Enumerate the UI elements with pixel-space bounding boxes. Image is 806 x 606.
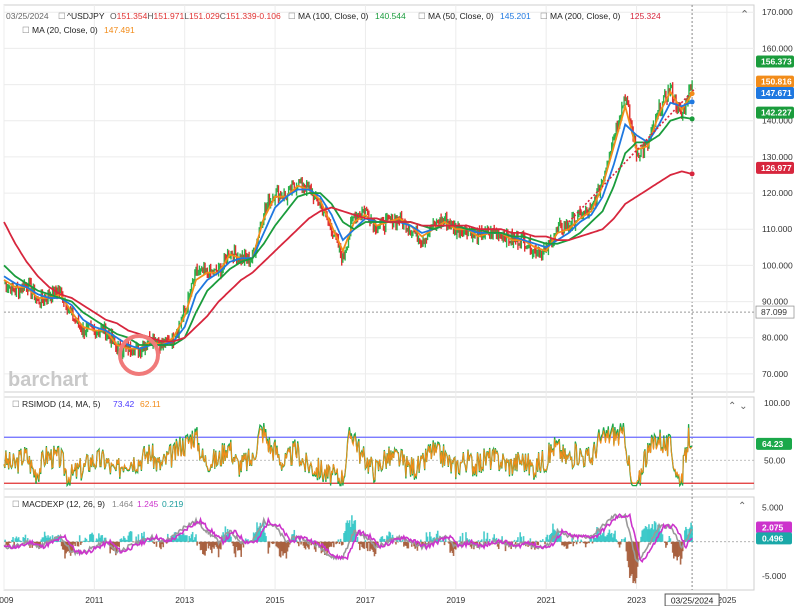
macd-badge [756, 521, 792, 534]
price-badge [756, 106, 794, 119]
trend-line [568, 87, 696, 223]
price-badge-label: 142.227 [761, 108, 792, 118]
highlight-circle [118, 334, 160, 376]
reference-badge-label: 87.099 [761, 307, 787, 317]
price-badge-label: 150.816 [761, 77, 792, 87]
price-badge [756, 161, 794, 174]
macd-settings-icon[interactable]: ☐ [12, 499, 20, 509]
price-badge-label: 147.671 [761, 88, 792, 98]
svg-text:03/25/2024 ☐ ^USDJ: 03/25/2024 ☐ ^USDJPY [6, 11, 105, 21]
macd-chevron-icon[interactable]: ⌃ [738, 501, 746, 512]
rsi-chevrons-icon[interactable]: ⌃ ⌄ [728, 401, 748, 412]
x-tick-label: 2017 [356, 595, 375, 605]
macd-badge-label: 2.075 [762, 522, 784, 532]
svg-text:☐ MA (20, Close, 0): ☐ MA (20, Close, 0) 147.491 [22, 25, 135, 35]
price-badge-label: 156.373 [761, 57, 792, 67]
x-tick-label: 2021 [537, 595, 556, 605]
price-tick-label: 160.000 [762, 43, 793, 53]
price-tick-label: 90.000 [762, 297, 788, 307]
reference-badge [755, 305, 795, 319]
header-legend: 03/25/2024 ☐ ^USDJPY O151.354H151.971L15… [6, 9, 749, 35]
current-date-box [664, 593, 720, 606]
price-tick-label: 120.000 [762, 188, 793, 198]
rsi-tick-label: 100.00 [764, 398, 790, 408]
grid-lines [3, 5, 754, 590]
price-badge-label: 126.977 [761, 163, 792, 173]
macd-tick-label: -5.000 [762, 571, 786, 581]
rsi-pane[interactable] [3, 422, 754, 488]
current-date-label: 03/25/2024 [671, 596, 714, 606]
price-tick-label: 70.000 [762, 369, 788, 379]
price-tick-label: 80.000 [762, 333, 788, 343]
study-icon: ☐ [288, 11, 296, 21]
ma-end-dot [689, 91, 695, 97]
rsi-signal-line [3, 426, 693, 485]
price-badge [756, 55, 794, 68]
header-date: 03/25/2024 [6, 11, 49, 21]
rsi-badge-label: 64.23 [762, 439, 784, 449]
ma-line-20 [3, 90, 693, 350]
ma-line-50 [3, 101, 693, 350]
price-tick-label: 100.000 [762, 260, 793, 270]
price-tick-label: 170.000 [762, 7, 793, 17]
price-tick-label: 110.000 [762, 224, 792, 234]
macd-legend: MACDEXP (12, 26, 9) 1.464 1.245 0.219 [22, 499, 184, 509]
rsi-tick-label: 50.00 [764, 455, 786, 465]
macd-badge [756, 532, 792, 545]
x-tick-label: 2015 [266, 595, 285, 605]
collapse-chevron-icon[interactable]: ⌃ [740, 9, 749, 21]
price-tick-label: 130.000 [762, 152, 793, 162]
x-tick-label: 2009 [0, 595, 14, 605]
price-badge [756, 75, 794, 88]
macd-tick-label: 5.000 [762, 502, 784, 512]
svg-text:☐ MA (100, Close, 0): ☐ MA (100, Close, 0) 140.544 ☐ MA (50, C… [288, 11, 661, 21]
ma-line-100 [3, 116, 693, 346]
x-tick-label: 2023 [627, 595, 646, 605]
x-tick-label: 2019 [446, 595, 465, 605]
x-axis: 2009 2011 2013 2015 2017 2019 2021 2023 202503/2… [0, 593, 737, 606]
ma-end-dot [689, 116, 695, 122]
ma-end-dot [689, 99, 695, 105]
macd-badge-label: 0.496 [762, 533, 784, 543]
macd-signal-line [4, 512, 693, 563]
watermark: barchart [8, 369, 88, 391]
macd-pane[interactable] [3, 512, 754, 584]
ma-line-200 [3, 170, 693, 343]
rsi-legend: RSIMOD (14, MA, 5) 73.42 62.11 [22, 399, 161, 409]
rsi-badge [756, 437, 792, 450]
x-tick-label: 2025 [717, 595, 736, 605]
rsi-settings-icon[interactable]: ☐ [12, 399, 20, 409]
price-badge [756, 86, 794, 99]
x-tick-label: 2011 [85, 595, 104, 605]
ma-end-dot [689, 171, 695, 177]
header-ohlc: O151.354H151.971L151.029C151.339-0.106 [110, 11, 281, 21]
axis-labels: 70.000 80.000 90.000 100.000 110.000 120.000 1… [762, 7, 793, 581]
settings-icon: ☐ [58, 11, 66, 21]
header-symbol: ^USDJPY [67, 11, 105, 21]
price-tick-label: 140.000 [762, 116, 793, 126]
x-tick-label: 2013 [175, 595, 194, 605]
price-pane[interactable] [3, 80, 696, 360]
